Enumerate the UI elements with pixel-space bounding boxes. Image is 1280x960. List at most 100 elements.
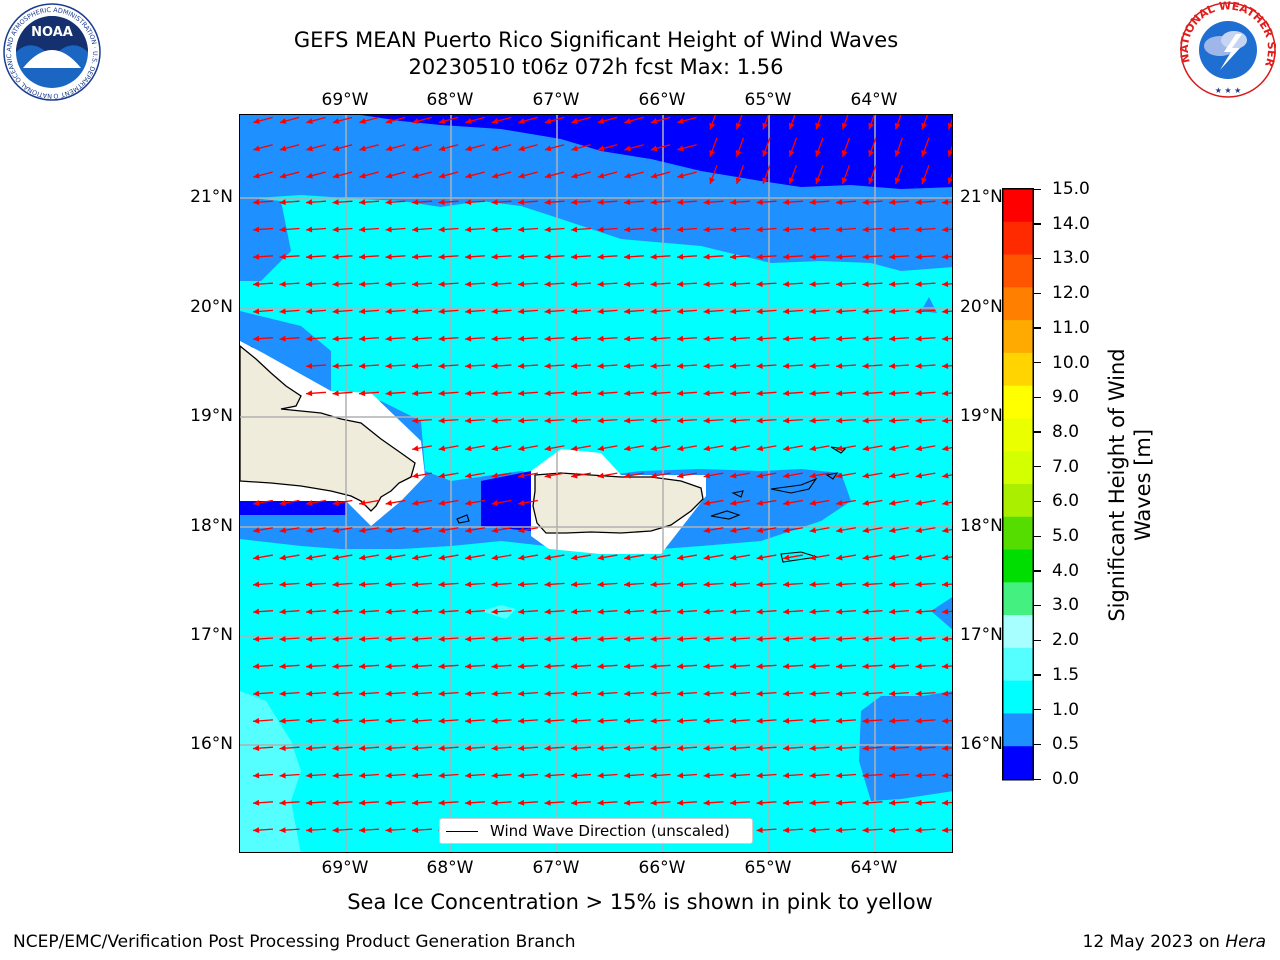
- wind-arrow-head: [915, 745, 922, 752]
- wind-arrow-head: [889, 554, 896, 561]
- wind-arrow-head: [624, 690, 631, 697]
- wind-arrow-head: [465, 690, 472, 697]
- island-small-east: [825, 472, 839, 480]
- noaa-logo-text: NOAA: [31, 25, 73, 40]
- wind-arrow-head: [942, 362, 949, 369]
- wind-arrow-head: [624, 745, 631, 752]
- wind-arrow-head: [465, 717, 472, 724]
- wind-arrow-head: [730, 799, 737, 806]
- ocean-fill-0-0.5-sw-hispaniola: [240, 501, 346, 515]
- wind-arrow-head: [836, 690, 843, 697]
- wind-arrow-head: [571, 554, 578, 561]
- wind-arrow-head: [836, 445, 843, 452]
- wind-arrow-head: [385, 172, 393, 179]
- wind-arrow-head: [677, 772, 684, 779]
- wind-arrow-head: [412, 445, 419, 452]
- wind-arrow-head: [332, 717, 339, 724]
- wind-arrow-head: [412, 417, 419, 424]
- wind-arrow-head: [491, 118, 499, 124]
- wind-arrow-head: [385, 581, 392, 588]
- wind-arrow-head: [491, 417, 498, 424]
- wind-arrow-head: [518, 499, 525, 506]
- wind-arrow-head: [915, 308, 922, 315]
- wind-arrow-head: [571, 226, 578, 233]
- wind-arrow-head: [544, 663, 551, 670]
- wind-arrow-head: [730, 527, 737, 534]
- wind-arrow-head: [809, 608, 816, 615]
- wind-arrow-head: [942, 663, 949, 670]
- wind-arrow-head: [385, 118, 393, 124]
- wind-arrow-head: [597, 772, 604, 779]
- wind-arrow-head: [836, 635, 843, 642]
- wind-arrow-head: [836, 527, 843, 534]
- wind-arrow-head: [253, 608, 260, 615]
- wind-arrow-head: [862, 362, 869, 369]
- wind-arrow-head: [332, 799, 339, 806]
- wind-arrow-head: [841, 122, 848, 130]
- wind-arrow-head: [915, 226, 922, 233]
- wind-arrow-head: [809, 527, 817, 534]
- wind-arrow-head: [359, 608, 366, 615]
- wind-arrow-head: [544, 145, 552, 152]
- wind-arrow-head: [836, 827, 843, 834]
- wind-arrow-head: [597, 799, 604, 806]
- wind-arrow-head: [518, 663, 525, 670]
- wind-arrow-head: [306, 635, 313, 642]
- wind-arrow-head: [836, 281, 843, 288]
- wind-arrow-head: [915, 362, 922, 369]
- wind-arrow-head: [438, 362, 445, 369]
- wind-arrow-head: [597, 417, 604, 424]
- wind-arrow-head: [465, 199, 472, 206]
- colorbar-tick-label: 8.0: [1052, 421, 1080, 442]
- footer-credit: NCEP/EMC/Verification Post Processing Pr…: [13, 932, 576, 952]
- wind-arrow-head: [783, 799, 790, 806]
- legend-line-swatch: [446, 830, 478, 832]
- wind-arrow-head: [438, 445, 446, 452]
- wind-arrow-head: [889, 281, 896, 288]
- wind-arrow-head: [703, 799, 710, 806]
- wind-arrow-head: [730, 745, 737, 752]
- wind-arrow-head: [465, 390, 472, 397]
- wind-arrow-head: [465, 472, 472, 479]
- wind-arrow-head: [544, 253, 551, 260]
- wind-arrow-head: [597, 253, 604, 260]
- wind-arrow-head: [306, 172, 313, 179]
- wind-arrow-head: [730, 690, 737, 697]
- wind-arrow-head: [947, 150, 952, 157]
- wind-arrow-head: [306, 335, 313, 342]
- wind-arrow-head: [915, 527, 923, 534]
- wind-arrow-head: [756, 799, 763, 806]
- colorbar-cell: [1003, 484, 1033, 518]
- wind-arrow-head: [253, 635, 260, 642]
- colorbar-tick-mark: [1034, 362, 1041, 364]
- wind-arrow-head: [730, 226, 737, 233]
- wind-arrow-head: [279, 799, 286, 806]
- wind-arrow-head: [253, 226, 260, 233]
- colorbar-tick-mark: [1034, 604, 1041, 607]
- wind-arrow-head: [597, 690, 604, 697]
- wind-arrow-head: [703, 554, 711, 561]
- wind-arrow-head: [332, 635, 339, 642]
- wind-arrow-head: [253, 717, 260, 724]
- wind-arrow-head: [571, 199, 578, 206]
- wind-arrow-head: [306, 499, 313, 506]
- lon-label-bottom-69: 69°W: [321, 858, 369, 878]
- wind-arrow-head: [915, 417, 922, 424]
- wind-arrow-head: [597, 118, 605, 124]
- wind-arrow-head: [332, 226, 339, 233]
- wind-arrow-head: [412, 608, 419, 615]
- wind-arrow-head: [518, 390, 525, 397]
- wave-height-map: [240, 115, 952, 852]
- wind-arrow-head: [942, 499, 949, 506]
- wind-arrow-head: [677, 199, 684, 206]
- wind-arrow-head: [253, 253, 260, 260]
- colorbar-tick-mark: [1034, 778, 1041, 780]
- colorbar-tick-mark: [1034, 223, 1041, 225]
- wind-arrow-head: [306, 799, 313, 806]
- wind-arrow-head: [491, 472, 499, 479]
- wind-arrow-head: [650, 772, 657, 779]
- wind-arrow-head: [518, 554, 525, 561]
- wind-arrow-head: [438, 663, 445, 670]
- footer-host: Hera: [1225, 932, 1266, 952]
- wind-arrow-head: [783, 499, 790, 506]
